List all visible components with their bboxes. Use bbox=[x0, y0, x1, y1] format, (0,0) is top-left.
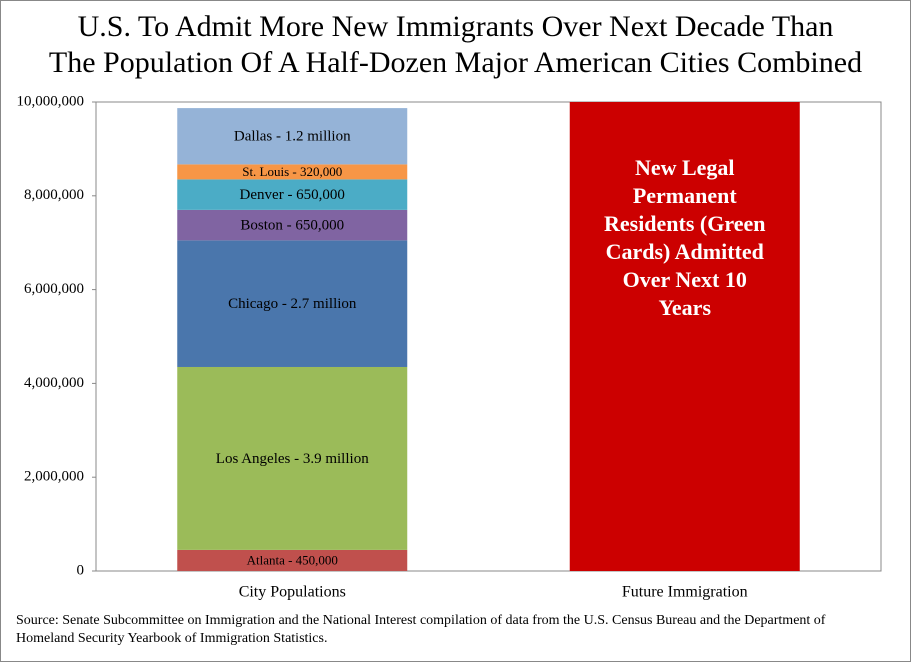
data-label: Chicago - 2.7 million bbox=[228, 296, 357, 312]
y-tick-label: 8,000,000 bbox=[24, 187, 84, 203]
data-label: Denver - 650,000 bbox=[240, 187, 345, 203]
data-label: Atlanta - 450,000 bbox=[247, 552, 338, 567]
bar-segment bbox=[177, 209, 408, 241]
bar-segment bbox=[177, 108, 408, 165]
bar-segment bbox=[569, 102, 800, 571]
y-tick-label: 6,000,000 bbox=[24, 281, 84, 297]
data-label: St. Louis - 320,000 bbox=[242, 164, 342, 179]
source-note: Source: Senate Subcommittee on Immigrati… bbox=[16, 613, 826, 646]
data-label: Los Angeles - 3.9 million bbox=[216, 451, 369, 467]
y-tick-label: 2,000,000 bbox=[24, 469, 84, 485]
bar-segment bbox=[177, 179, 408, 210]
data-label: Dallas - 1.2 million bbox=[234, 129, 351, 145]
title-line: U.S. To Admit More New Immigrants Over N… bbox=[77, 10, 834, 43]
plot-area bbox=[95, 101, 882, 572]
bar-segment bbox=[177, 164, 408, 180]
data-label: New Legal Permanent Residents (Green Car… bbox=[603, 154, 766, 320]
bar-segment bbox=[177, 240, 408, 367]
bar-segment bbox=[177, 366, 408, 550]
bar-segment bbox=[177, 549, 408, 571]
title-line: The Population Of A Half-Dozen Major Ame… bbox=[48, 46, 863, 79]
y-tick-label: 10,000,000 bbox=[17, 93, 85, 109]
x-tick-label: Future Immigration bbox=[622, 584, 748, 601]
y-tick-label: 4,000,000 bbox=[24, 375, 84, 391]
chart-title: U.S. To Admit More New Immigrants Over N… bbox=[1, 9, 910, 81]
data-label: Boston - 650,000 bbox=[240, 218, 344, 234]
y-tick-label: 0 bbox=[77, 562, 85, 578]
x-tick-label: City Populations bbox=[239, 584, 346, 601]
